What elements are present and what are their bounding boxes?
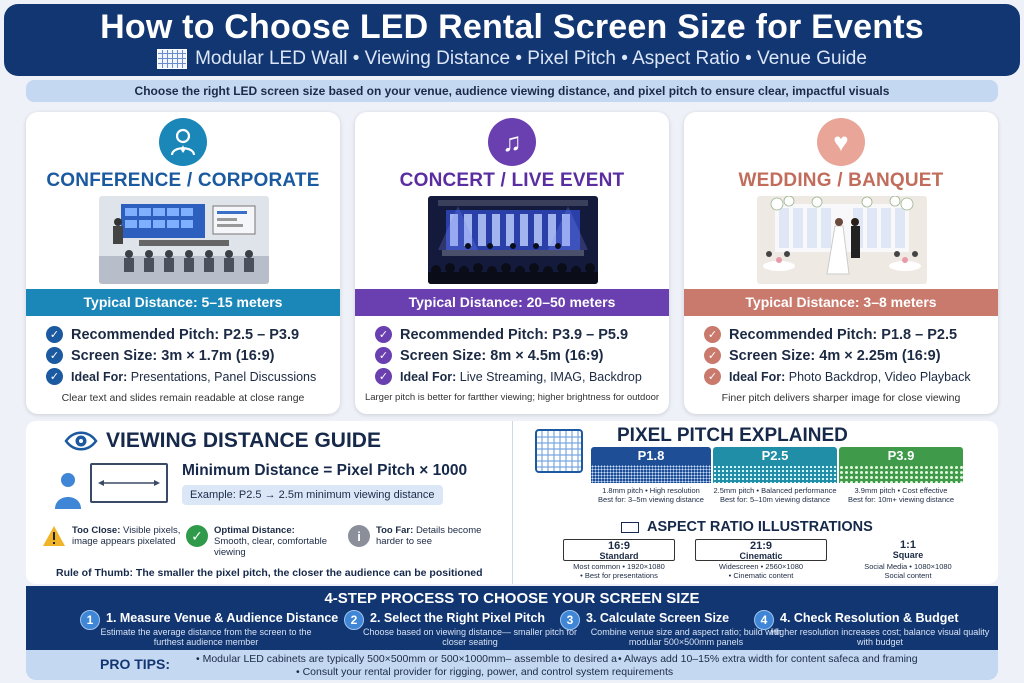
aspect-21-9: 21:9 Cinematic Widescreen • 2560×1080 • … <box>695 539 827 580</box>
pitch-dot-grid <box>713 465 837 483</box>
check-icon: ✓ <box>704 347 721 364</box>
card-title: CONCERT / LIVE EVENT <box>399 170 625 191</box>
pitch-heading: PIXEL PITCH EXPLAINED <box>617 425 848 446</box>
distance-formula: Minimum Distance = Pixel Pitch × 1000 <box>182 462 468 479</box>
formula-example: Example: P2.5 → 2.5m minimum viewing dis… <box>182 485 443 505</box>
card-specs: ✓ Recommended Pitch: P1.8 – P2.5 ✓ Screen … <box>704 324 971 387</box>
card-specs: ✓ Recommended Pitch: P3.9 – P5.9 ✓ Screen … <box>375 324 642 387</box>
pixel-pitch-panel: PIXEL PITCH EXPLAINED P1.8 1.8mm pitch •… <box>512 421 998 584</box>
pitch-p1-8: P1.8 1.8mm pitch • High resolution Best … <box>591 447 711 504</box>
tip-extra-width: • Always add 10–15% extra width for cont… <box>618 653 918 665</box>
check-icon: ✓ <box>375 368 392 385</box>
distance-band: Typical Distance: 3–8 meters <box>684 289 998 316</box>
card-note: Clear text and slides remain readable at… <box>61 392 305 404</box>
aspect-1-1: 1:1 Square Social Media • 1080×1080 Soci… <box>864 539 952 581</box>
conference-photo <box>99 196 269 284</box>
check-icon: ✓ <box>375 326 392 343</box>
presenter-icon <box>159 118 207 166</box>
card-note: Finer pitch delivers sharper image for c… <box>721 392 961 404</box>
concert-photo <box>428 196 598 284</box>
eye-icon <box>64 431 98 451</box>
person-icon <box>55 473 81 509</box>
aspect-16-9: 16:9 Standard Most common • 1920×1080 • … <box>563 539 675 580</box>
led-grid-icon <box>535 429 583 473</box>
spec-pitch: ✓ Recommended Pitch: P2.5 – P3.9 <box>46 324 316 345</box>
led-wall-icon <box>157 49 188 69</box>
card-conference: CONFERENCE / CORPORATE Typical Distance:… <box>26 112 340 414</box>
warning-icon <box>43 526 65 546</box>
check-icon: ✓ <box>46 347 63 364</box>
page-title: How to Choose LED Rental Screen Size for… <box>100 8 924 46</box>
check-icon: ✓ <box>46 368 63 385</box>
viewing-distance-panel: VIEWING DISTANCE GUIDE Minimum Distance … <box>26 421 512 584</box>
spec-ideal: ✓ Ideal For: Photo Backdrop, Video Playba… <box>704 366 971 387</box>
card-title: WEDDING / BANQUET <box>738 170 944 191</box>
pitch-dot-grid <box>839 465 963 483</box>
process-title: 4-STEP PROCESS TO CHOOSE YOUR SCREEN SIZ… <box>324 590 700 607</box>
viewing-heading: VIEWING DISTANCE GUIDE <box>64 429 381 453</box>
check-icon: ✓ <box>704 368 721 385</box>
screen-ratio-icon <box>621 521 639 533</box>
card-specs: ✓ Recommended Pitch: P2.5 – P3.9 ✓ Screen … <box>46 324 316 387</box>
spec-size: ✓ Screen Size: 8m × 4.5m (16:9) <box>375 345 642 366</box>
card-wedding: ♥ WEDDING / BANQUET Typical Distance: 3–… <box>684 112 998 414</box>
distance-band: Typical Distance: 20–50 meters <box>355 289 669 316</box>
optimal-item: ✓ Optimal Distance: Smooth, clear, comfo… <box>186 525 327 558</box>
subtitle-text: Modular LED Wall • Viewing Distance • Pi… <box>195 48 867 69</box>
pitch-dot-grid <box>591 465 711 483</box>
screen-outline <box>90 463 168 503</box>
spec-size: ✓ Screen Size: 3m × 1.7m (16:9) <box>46 345 316 366</box>
spec-ideal: ✓ Ideal For: Live Streaming, IMAG, Backdr… <box>375 366 642 387</box>
info-icon: i <box>348 525 370 547</box>
pitch-p3-9: P3.9 3.9mm pitch • Cost effective Best f… <box>839 447 963 504</box>
check-icon: ✓ <box>375 347 392 364</box>
tip-cabinets: • Modular LED cabinets are typically 500… <box>196 653 617 665</box>
page-subtitle: Modular LED Wall • Viewing Distance • Pi… <box>4 47 1020 71</box>
card-note: Larger pitch is better for fartther view… <box>364 392 660 403</box>
card-title: CONFERENCE / CORPORATE <box>46 170 320 191</box>
check-circle-icon: ✓ <box>186 525 208 547</box>
spec-size: ✓ Screen Size: 4m × 2.25m (16:9) <box>704 345 971 366</box>
process-panel: 4-STEP PROCESS TO CHOOSE YOUR SCREEN SIZ… <box>26 586 998 650</box>
check-icon: ✓ <box>46 326 63 343</box>
intro-strip: Choose the right LED screen size based o… <box>26 80 998 102</box>
header-banner: How to Choose LED Rental Screen Size for… <box>4 4 1020 76</box>
pitch-p2-5: P2.5 2.5mm pitch • Balanced performance … <box>713 447 837 504</box>
check-icon: ✓ <box>704 326 721 343</box>
aspect-heading: ASPECT RATIO ILLUSTRATIONS <box>621 519 873 535</box>
spec-pitch: ✓ Recommended Pitch: P1.8 – P2.5 <box>704 324 971 345</box>
distance-band: Typical Distance: 5–15 meters <box>26 289 340 316</box>
wedding-photo <box>757 196 927 284</box>
tip-provider: • Consult your rental provider for riggi… <box>296 666 674 678</box>
too-far-item: i Too Far: Details become harder to see <box>348 525 481 547</box>
heart-icon: ♥ <box>817 118 865 166</box>
rule-of-thumb: Rule of Thumb: The smaller the pixel pit… <box>56 567 483 579</box>
card-concert: ♫ CONCERT / LIVE EVENT Typical Distance:… <box>355 112 669 414</box>
spec-ideal: ✓ Ideal For: Presentations, Panel Discuss… <box>46 366 316 387</box>
pro-tips-label: PRO TIPS: <box>100 656 171 672</box>
spec-pitch: ✓ Recommended Pitch: P3.9 – P5.9 <box>375 324 642 345</box>
too-close-item: Too Close: Visible pixels, image appears… <box>42 525 180 547</box>
pro-tips-bar: PRO TIPS: • Modular LED cabinets are typ… <box>26 650 998 680</box>
music-note-icon: ♫ <box>488 118 536 166</box>
